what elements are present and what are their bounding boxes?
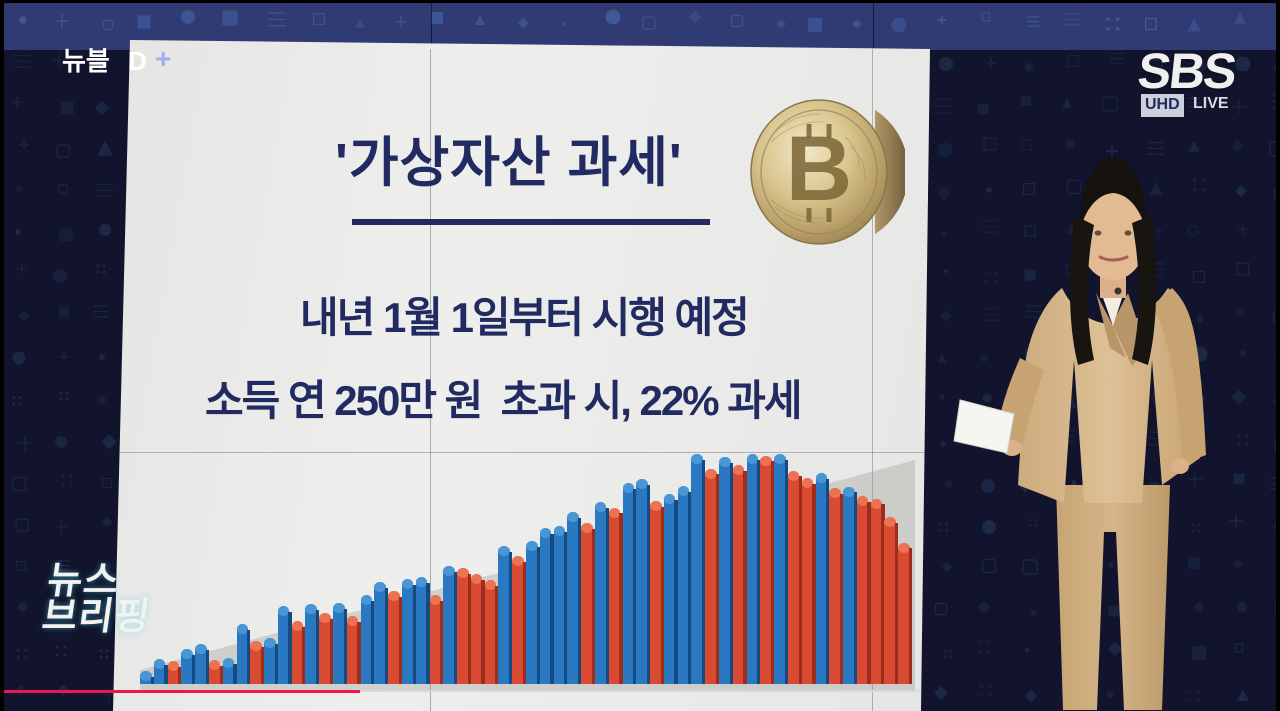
svg-text:B: B xyxy=(786,118,852,220)
